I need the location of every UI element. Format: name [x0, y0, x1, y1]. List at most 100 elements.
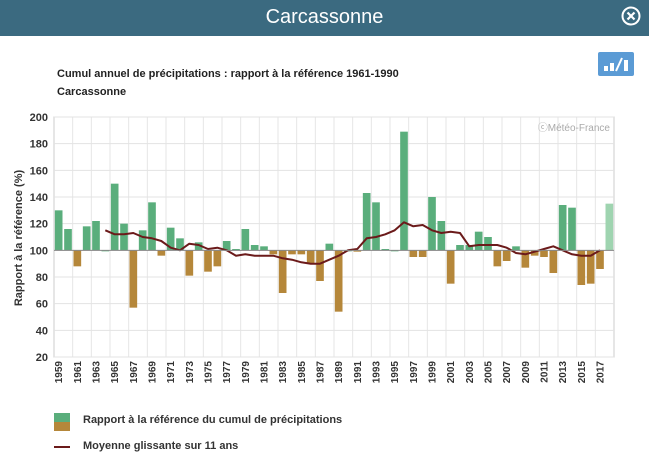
bar-1998	[418, 250, 427, 257]
x-tick-label: 2001	[446, 361, 457, 384]
bar-1991	[353, 250, 362, 252]
y-tick-label: 140	[30, 192, 48, 204]
x-tick-label: 1985	[297, 361, 308, 384]
bar-1966	[120, 223, 128, 251]
bar-1968	[138, 230, 147, 251]
bar-1997	[409, 250, 418, 257]
bar-2000	[437, 221, 446, 251]
bar-2007	[502, 250, 511, 261]
bar-1960	[64, 229, 72, 251]
y-tick-label: 80	[36, 272, 48, 284]
x-tick-label: 1975	[204, 361, 215, 384]
bar-2012	[549, 250, 558, 273]
bar-1970	[157, 250, 166, 256]
x-tick-label: 2013	[558, 361, 569, 384]
x-tick-label: 1987	[316, 361, 327, 384]
bar-1980	[250, 245, 259, 251]
legend-bars-swatch	[54, 413, 70, 431]
x-tick-label: 1969	[148, 361, 159, 384]
x-tick-label: 1993	[372, 361, 383, 384]
bar-1984	[288, 250, 296, 255]
bar-1965	[110, 183, 119, 251]
bar-2008	[512, 246, 520, 251]
x-tick-label: 1981	[260, 361, 271, 384]
x-tick-label: 1965	[110, 361, 121, 384]
bar-2018	[605, 203, 614, 251]
x-tick-label: 1989	[334, 361, 345, 384]
bar-1989	[334, 250, 343, 312]
bar-1986	[306, 250, 315, 264]
x-tick-label: 1995	[390, 361, 401, 384]
y-tick-label: 60	[36, 299, 48, 311]
bar-1994	[381, 249, 390, 251]
bar-1995	[390, 250, 399, 252]
bar-2005	[484, 237, 492, 251]
close-circle-icon[interactable]	[621, 6, 641, 26]
bar-2010	[530, 250, 539, 256]
y-tick-label: 180	[30, 139, 48, 151]
bar-1963	[92, 221, 100, 251]
bar-chart-icon	[604, 57, 628, 72]
bar-1977	[222, 241, 231, 251]
moving-average-line	[104, 221, 601, 265]
bar-1981	[260, 246, 268, 251]
bar-1971	[166, 227, 175, 251]
bar-1982	[269, 250, 278, 255]
bar-1979	[241, 229, 250, 251]
x-tick-label: 1973	[185, 361, 196, 384]
x-tick-label: 2011	[540, 361, 551, 383]
bar-1973	[185, 250, 194, 276]
bar-2015	[577, 250, 586, 285]
y-tick-label: 100	[30, 245, 48, 257]
x-tick-label: 1971	[166, 361, 177, 384]
y-tick-label: 200	[30, 112, 48, 124]
x-tick-label: 1991	[353, 361, 364, 384]
x-tick-label: 2017	[596, 361, 607, 384]
bar-2017	[596, 250, 604, 269]
chart-subtitle: Carcassonne	[57, 86, 127, 98]
legend-label-bars: Rapport à la référence du cumul de préci…	[83, 414, 343, 426]
bar-1976	[213, 250, 222, 267]
bar-1988	[325, 243, 334, 251]
bar-2009	[521, 250, 530, 268]
x-tick-label: 2005	[484, 361, 495, 384]
bar-2016	[586, 250, 595, 284]
window-title: Carcassonne	[265, 6, 384, 28]
legend-line-swatch	[54, 446, 70, 448]
x-tick-label: 1983	[278, 361, 289, 384]
bar-1999	[428, 197, 436, 251]
bar-2011	[540, 250, 548, 257]
bar-2001	[446, 250, 455, 284]
legend-label-line: Moyenne glissante sur 11 ans	[83, 440, 239, 452]
x-tick-label: 1977	[222, 361, 233, 384]
bar-1993	[372, 202, 380, 251]
bar-1996	[400, 131, 408, 251]
bar-2013	[558, 205, 567, 251]
x-tick-label: 2003	[465, 361, 476, 384]
bar-1961	[73, 250, 82, 267]
x-tick-label: 1961	[73, 361, 84, 384]
x-tick-label: 2015	[577, 361, 588, 384]
bar-2014	[568, 207, 576, 251]
x-tick-label: 1967	[129, 361, 140, 384]
x-tick-label: 1999	[428, 361, 439, 384]
x-tick-label: 1979	[241, 361, 252, 384]
credit-label: ⓒMétéo-France	[538, 122, 611, 134]
x-tick-label: 1959	[54, 361, 65, 384]
x-tick-label: 1963	[92, 361, 103, 384]
bar-2002	[456, 245, 464, 251]
bar-2006	[493, 250, 502, 267]
bar-1962	[82, 226, 91, 251]
bar-1978	[232, 249, 240, 251]
bar-1987	[316, 250, 324, 281]
bar-1964	[101, 250, 110, 252]
y-tick-label: 40	[36, 325, 48, 337]
bar-2004	[474, 231, 483, 251]
y-axis-title: Rapport à la référence (%)	[13, 170, 25, 307]
bar-1967	[129, 250, 138, 308]
export-chart-button[interactable]	[598, 52, 634, 76]
x-tick-label: 2009	[521, 361, 532, 384]
bar-2003	[465, 245, 474, 251]
plot-frame	[53, 116, 615, 358]
y-tick-label: 20	[36, 352, 48, 364]
